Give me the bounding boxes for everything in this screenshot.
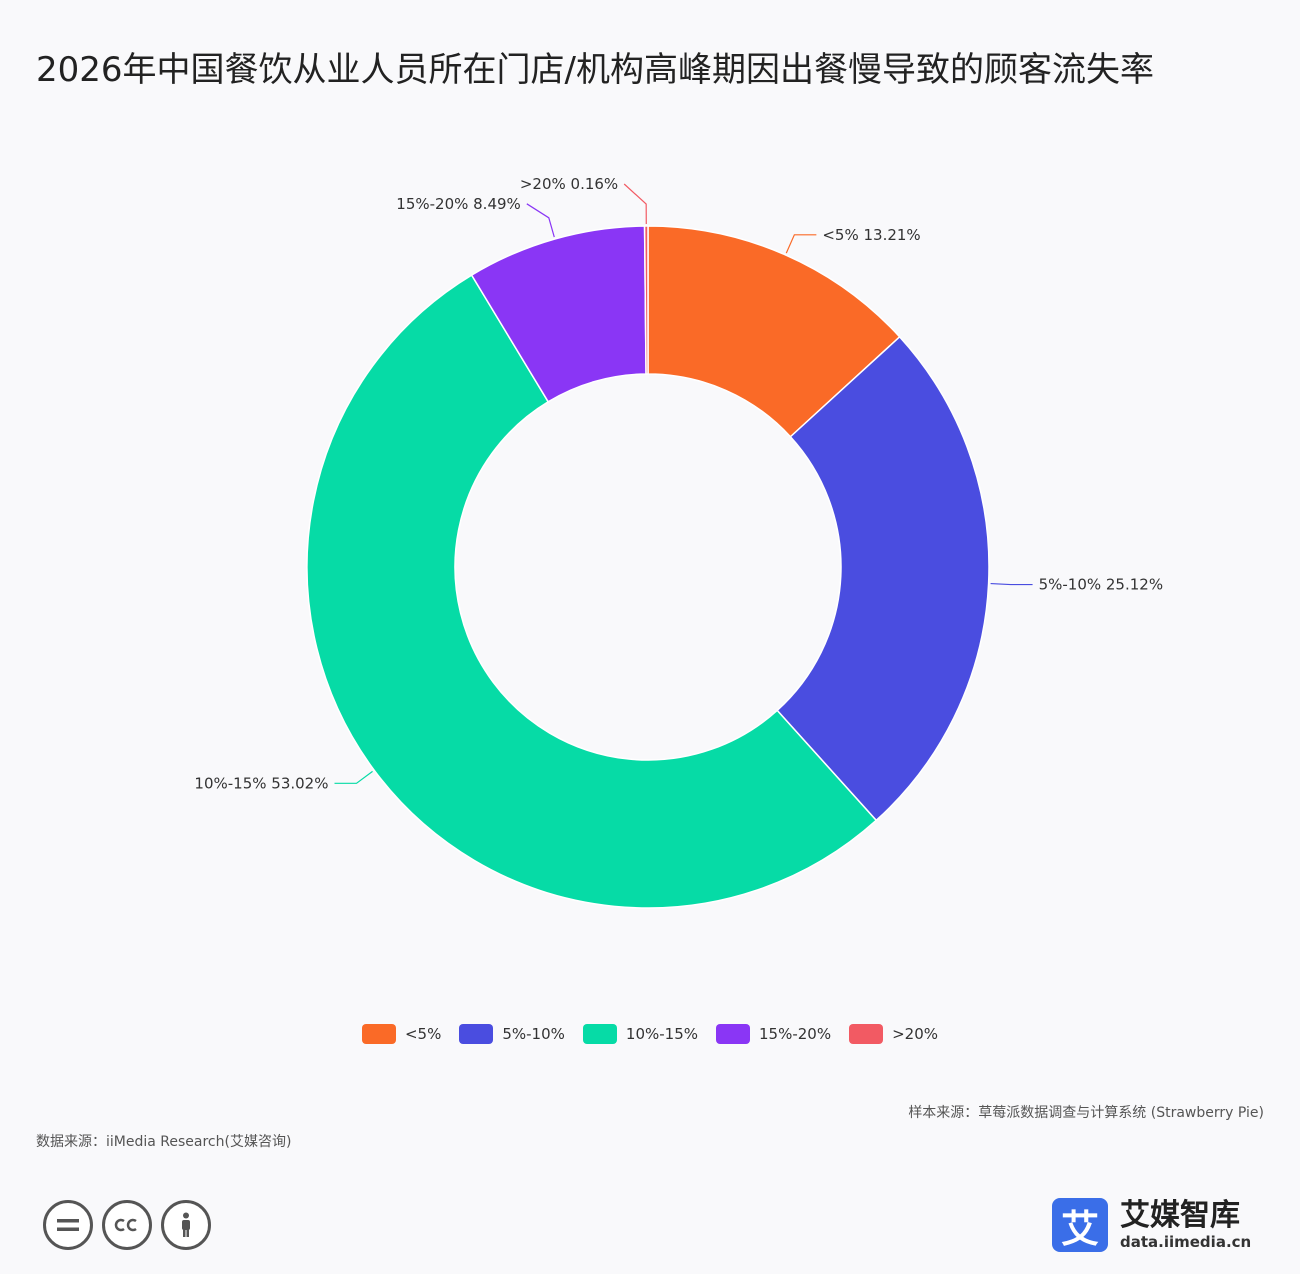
slice-data-label: 10%-15% 53.02% [194, 774, 328, 792]
legend-item[interactable]: 15%-20% [716, 1024, 831, 1044]
donut-slice[interactable] [306, 274, 878, 909]
brand-text: 艾媒智库 data.iimedia.cn [1120, 1198, 1252, 1252]
sample-source-note: 样本来源：草莓派数据调查与计算系统 (Strawberry Pie) [908, 1105, 1264, 1121]
legend-swatch [716, 1024, 750, 1044]
slice-data-label: >20% 0.16% [520, 175, 618, 193]
legend-item[interactable]: 10%-15% [582, 1024, 698, 1044]
donut-slice[interactable] [647, 225, 901, 438]
cc-icon [102, 1200, 152, 1250]
legend-item[interactable]: <5% [361, 1024, 442, 1044]
donut-chart: <5% 13.21% 5%-10% 25.12% 10%-15% 53.02% 15%… [194, 175, 1164, 909]
legend-item[interactable]: >20% [849, 1024, 938, 1044]
label-leader-line [334, 770, 373, 784]
donut-slice[interactable] [776, 335, 990, 822]
brand-block: 艾 艾媒智库 data.iimedia.cn [1052, 1198, 1251, 1252]
license-icons [43, 1200, 211, 1250]
legend-swatch [849, 1024, 884, 1044]
slice-data-label: 15%-20% 8.49% [396, 195, 521, 213]
legend-swatch [459, 1024, 494, 1044]
equals-icon [43, 1200, 93, 1250]
donut-slice[interactable] [643, 225, 649, 375]
legend-swatch [582, 1024, 617, 1044]
brand-logo: 艾 [1052, 1198, 1108, 1252]
legend-label: <5% [404, 1025, 442, 1043]
legend-label: >20% [892, 1025, 939, 1043]
label-leader-line [623, 183, 647, 225]
chart-title: 2026年中国餐饮从业人员所在门店/机构高峰期因出餐慢导致的顾客流失率 [36, 50, 1154, 90]
brand-name: 艾媒智库 [1120, 1198, 1240, 1233]
legend-item[interactable]: 5%-10% [459, 1024, 565, 1044]
brand-url: data.iimedia.cn [1120, 1233, 1252, 1251]
slice-data-label: 5%-10% 25.12% [1039, 576, 1164, 594]
legend-label: 10%-15% [625, 1025, 698, 1043]
label-leader-line [990, 582, 1033, 586]
slice-data-label: <5% 13.21% [822, 226, 920, 244]
data-source-note: 数据来源：iiMedia Research(艾媒咨询) [36, 1134, 292, 1150]
label-leader-line [526, 203, 555, 238]
chart-legend: <5% 5%-10% 10%-15% 15%-20% >20% [0, 1024, 1300, 1044]
person-icon [161, 1200, 211, 1250]
legend-label: 5%-10% [502, 1025, 565, 1043]
legend-swatch [361, 1024, 396, 1044]
label-leader-line [785, 234, 817, 254]
legend-label: 15%-20% [759, 1025, 832, 1043]
